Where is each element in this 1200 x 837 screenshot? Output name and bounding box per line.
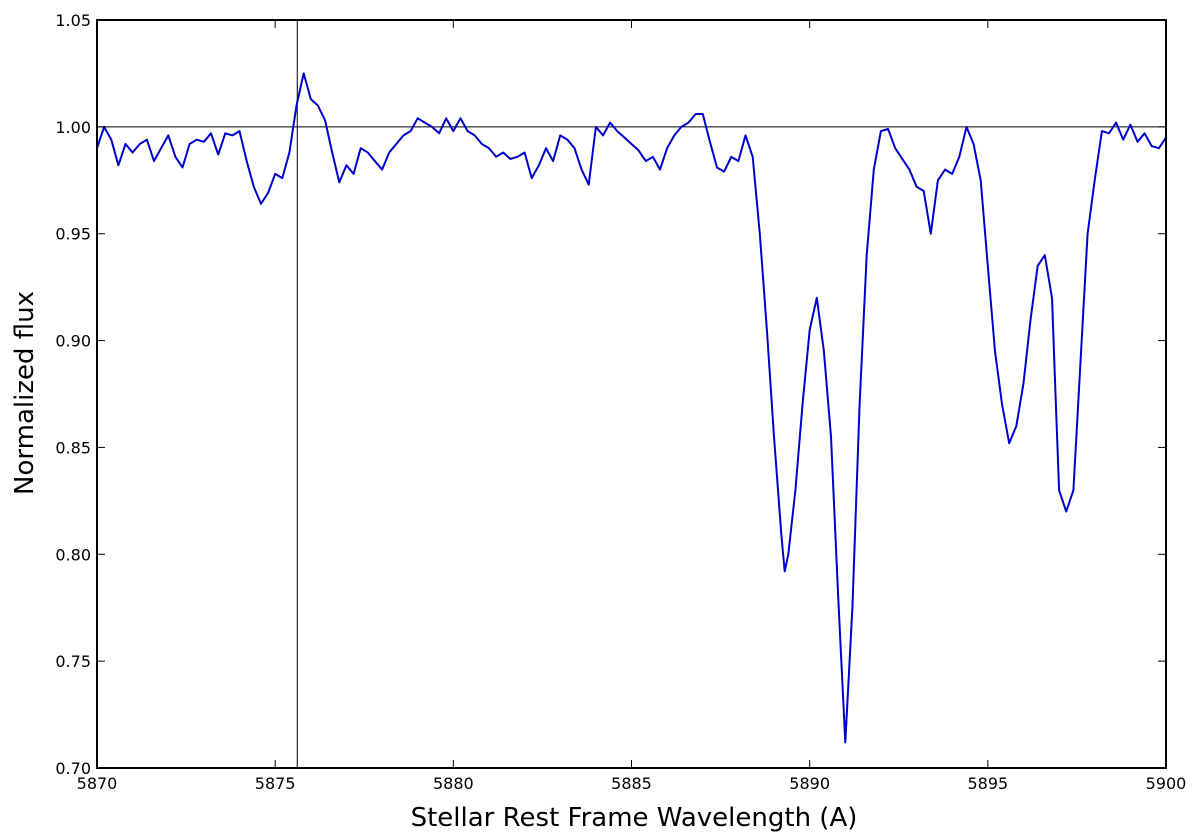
spectrum-series-line-0 xyxy=(96,72,1167,744)
x-tick-label: 5895 xyxy=(967,774,1008,793)
y-tick-label: 1.00 xyxy=(55,118,91,137)
y-axis-label: Normalized flux xyxy=(10,291,40,495)
y-tick-label: 0.80 xyxy=(55,545,91,564)
x-axis-label: Stellar Rest Frame Wavelength (A) xyxy=(411,803,858,833)
x-tick-label: 5870 xyxy=(77,774,118,793)
plot-frame xyxy=(96,19,1167,769)
y-tick-label: 0.75 xyxy=(55,652,91,671)
y-tick-label: 0.95 xyxy=(55,225,91,244)
plot-area xyxy=(96,20,1167,768)
y-tick-label: 0.70 xyxy=(55,759,91,778)
x-tick-label: 5890 xyxy=(789,774,830,793)
y-tick-label: 0.90 xyxy=(55,332,91,351)
axis-ticks: 5870 5875 5880 5885 5890 5895 5900 0.70 0.75 0.80… xyxy=(55,11,1186,793)
x-tick-label: 5880 xyxy=(433,774,474,793)
y-tick-label: 1.05 xyxy=(55,11,91,30)
x-tick-label: 5900 xyxy=(1146,774,1187,793)
x-tick-label: 5875 xyxy=(255,774,296,793)
x-tick-label: 5885 xyxy=(611,774,652,793)
y-tick-label: 0.85 xyxy=(55,438,91,457)
